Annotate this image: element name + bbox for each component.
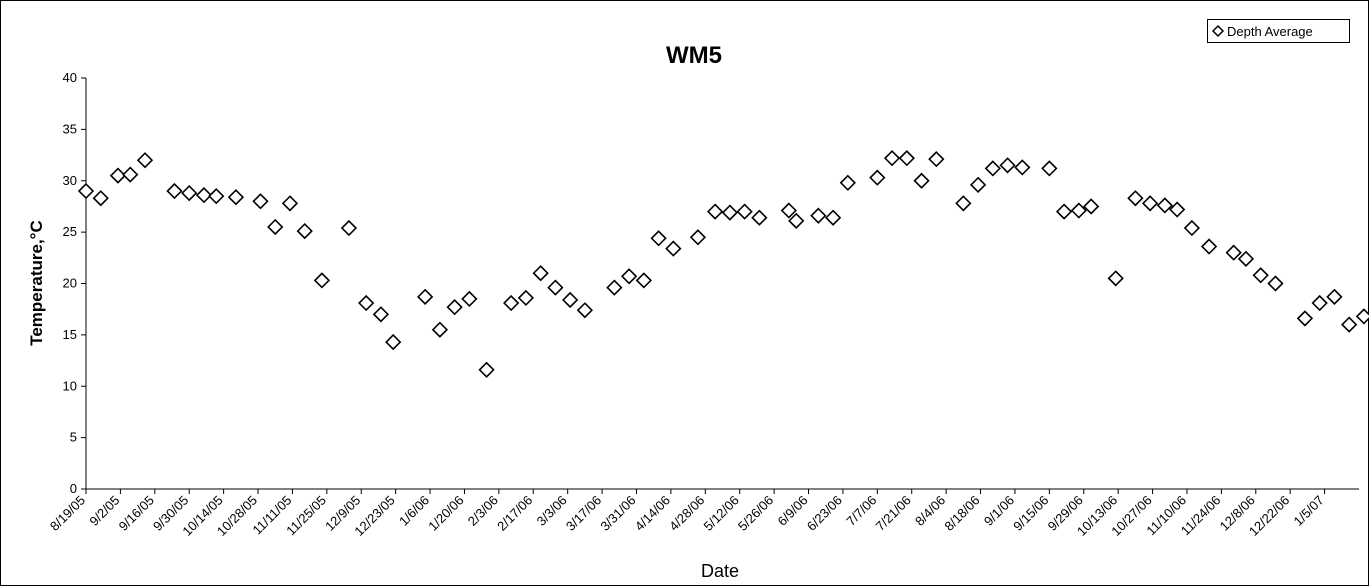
data-point <box>788 212 805 229</box>
data-point <box>810 207 827 224</box>
data-point <box>1183 219 1201 237</box>
y-tick-label: 35 <box>63 121 77 136</box>
y-tick-label: 15 <box>63 327 77 342</box>
data-point <box>706 203 724 220</box>
data-point <box>517 289 535 307</box>
legend: Depth Average <box>1207 19 1350 43</box>
data-point <box>1107 270 1124 287</box>
legend-label: Depth Average <box>1227 24 1313 39</box>
data-point <box>122 166 139 183</box>
y-tick-label: 40 <box>63 70 77 85</box>
data-point <box>1200 238 1218 255</box>
data-point <box>532 265 549 282</box>
data-point <box>780 202 797 219</box>
data-point <box>984 160 1001 177</box>
y-axis: 0 5 10 15 20 25 30 35 40 <box>63 70 87 496</box>
legend-diamond-icon <box>1211 24 1225 38</box>
data-points <box>77 150 1369 378</box>
data-point <box>1055 203 1073 220</box>
y-tick-label: 5 <box>70 430 77 445</box>
data-point <box>650 230 667 247</box>
data-point <box>635 272 652 289</box>
data-point <box>181 184 198 202</box>
data-point <box>1127 190 1144 207</box>
data-point <box>1267 275 1284 292</box>
data-point <box>136 152 154 169</box>
y-tick-label: 20 <box>63 276 77 291</box>
y-tick-label: 0 <box>70 481 77 496</box>
chart-title: WM5 <box>666 42 722 69</box>
data-point <box>1082 198 1100 215</box>
data-point <box>999 157 1016 174</box>
data-point <box>227 189 245 206</box>
data-point <box>1225 244 1242 261</box>
data-point <box>869 169 886 186</box>
data-point <box>461 290 478 308</box>
data-point <box>1014 159 1031 176</box>
data-point <box>1070 202 1087 219</box>
data-point <box>751 209 768 226</box>
x-axis-title: Date <box>701 561 739 581</box>
data-point <box>267 218 284 236</box>
data-point <box>446 299 463 316</box>
data-point <box>721 204 739 221</box>
data-point <box>1237 250 1255 267</box>
data-point <box>576 302 594 319</box>
data-point <box>928 151 945 168</box>
data-point <box>665 240 682 257</box>
data-point <box>955 195 972 212</box>
data-point <box>296 222 313 240</box>
data-point <box>358 294 375 312</box>
data-point <box>824 209 842 226</box>
data-point <box>340 219 358 237</box>
data-point <box>1341 316 1358 333</box>
data-point <box>839 174 856 191</box>
y-tick-label: 30 <box>63 173 77 188</box>
data-point <box>252 193 269 210</box>
data-point <box>385 333 402 351</box>
data-point <box>883 150 901 167</box>
data-point <box>689 229 707 246</box>
data-point <box>1041 160 1058 177</box>
data-point <box>478 361 495 378</box>
data-point <box>1141 195 1159 212</box>
data-point <box>372 306 390 323</box>
data-point <box>431 321 449 338</box>
data-point <box>313 272 331 289</box>
data-point <box>1326 288 1343 305</box>
data-point <box>1311 294 1328 312</box>
data-point <box>606 279 623 296</box>
data-point <box>620 268 638 285</box>
data-point <box>898 150 915 167</box>
data-point <box>109 167 127 184</box>
data-point <box>1169 201 1186 218</box>
data-point <box>1252 267 1269 284</box>
data-point <box>503 294 520 312</box>
y-axis-title: Temperature,°C <box>27 220 46 346</box>
data-point <box>281 195 299 212</box>
data-point <box>195 187 213 204</box>
data-point <box>77 182 95 200</box>
data-point <box>417 288 434 305</box>
data-point <box>92 190 109 207</box>
data-point <box>208 188 225 205</box>
data-point <box>969 176 987 193</box>
data-point <box>166 182 183 200</box>
data-point <box>1156 197 1173 214</box>
data-point <box>913 172 930 189</box>
y-tick-label: 10 <box>63 378 77 393</box>
data-point <box>562 291 579 309</box>
data-point <box>736 203 753 220</box>
y-tick-label: 25 <box>63 224 77 239</box>
data-point <box>547 279 564 296</box>
data-point <box>1296 310 1314 327</box>
legend-box <box>1207 19 1350 43</box>
